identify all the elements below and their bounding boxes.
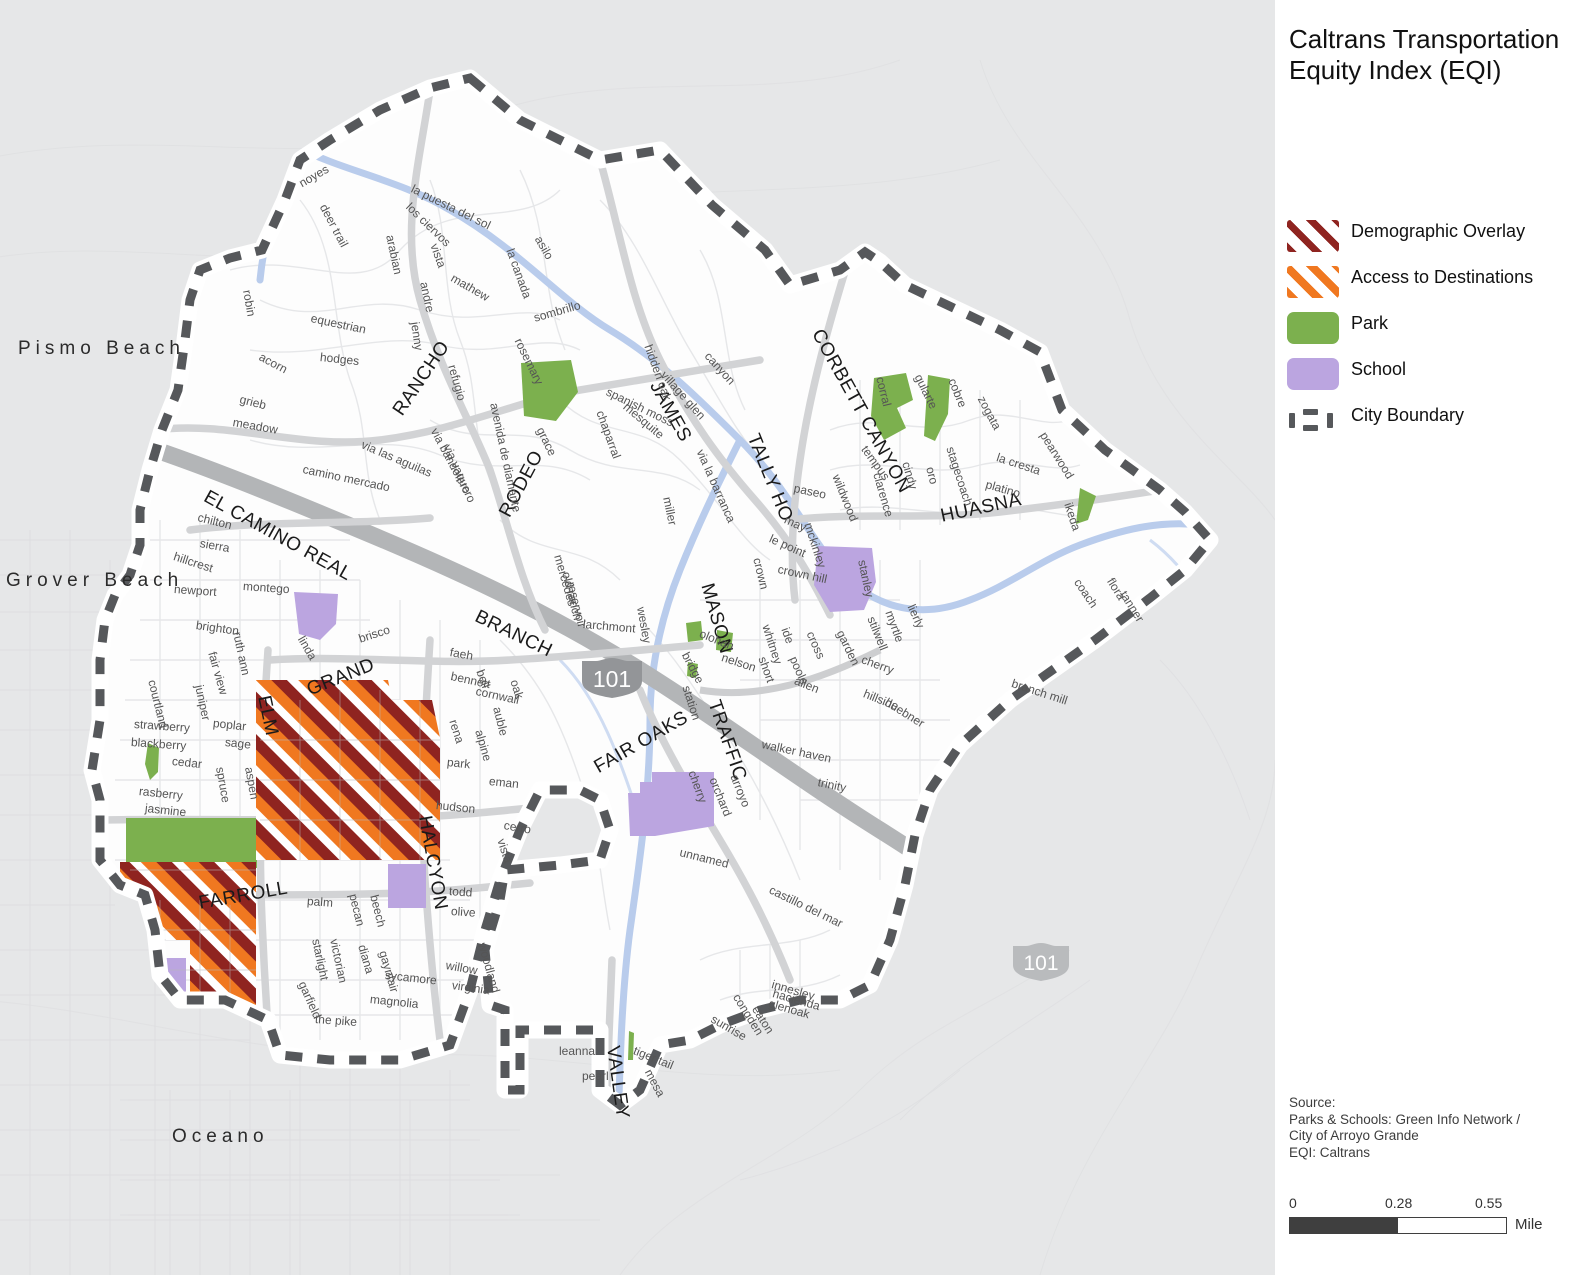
legend-item-park[interactable]: Park [1287,310,1572,344]
legend-label: City Boundary [1351,405,1465,425]
legend-label: Access to Destinations [1351,267,1534,287]
scale-bar-track [1289,1217,1507,1234]
legend-item-access-to-destinations[interactable]: Access to Destinations [1287,264,1572,298]
hatch-orange-swatch-icon [1287,266,1339,298]
map-graphics: 101 101 [83,69,1219,1114]
legend-item-demographic-overlay[interactable]: Demographic Overlay [1287,218,1572,252]
scale-unit-label: Mile [1515,1216,1543,1233]
scale-tick-max: 0.55 [1475,1195,1503,1211]
map-canvas[interactable]: 101 101 Pismo Beach Grover Beach Oceano RAN… [0,0,1275,1275]
legend-item-school[interactable]: School [1287,356,1572,390]
school-polygons [152,546,876,1006]
purple-fill-swatch-icon [1287,358,1339,390]
city-boundary [83,69,1219,1114]
highway-shield-101-north: 101 [582,658,642,698]
legend-label: School [1351,359,1407,379]
scale-tick-mid: 0.28 [1385,1195,1413,1211]
shield-label: 101 [1023,952,1058,975]
legend: Demographic Overlay Access to Destinatio… [1287,218,1572,448]
map-title: Caltrans Transportation Equity Index (EQ… [1289,24,1560,85]
hatch-dark-red-swatch-icon [1287,220,1339,252]
legend-item-city-boundary[interactable]: City Boundary [1287,402,1572,436]
green-fill-swatch-icon [1287,312,1339,344]
legend-panel: Caltrans Transportation Equity Index (EQ… [1275,0,1575,1275]
park-polygons [126,360,1096,1060]
scale-bar-filled-half [1290,1218,1398,1233]
scale-bar: 0 0.28 0.55 Mile [1289,1195,1559,1255]
highway-shield-101-south: 101 [1013,943,1069,981]
shield-label: 101 [593,666,631,692]
dashed-line-swatch-icon [1287,404,1339,436]
legend-label: Park [1351,313,1389,333]
legend-label: Demographic Overlay [1351,221,1526,241]
source-credits: Source: Parks & Schools: Green Info Netw… [1289,1095,1521,1160]
scale-tick-0: 0 [1289,1195,1297,1211]
